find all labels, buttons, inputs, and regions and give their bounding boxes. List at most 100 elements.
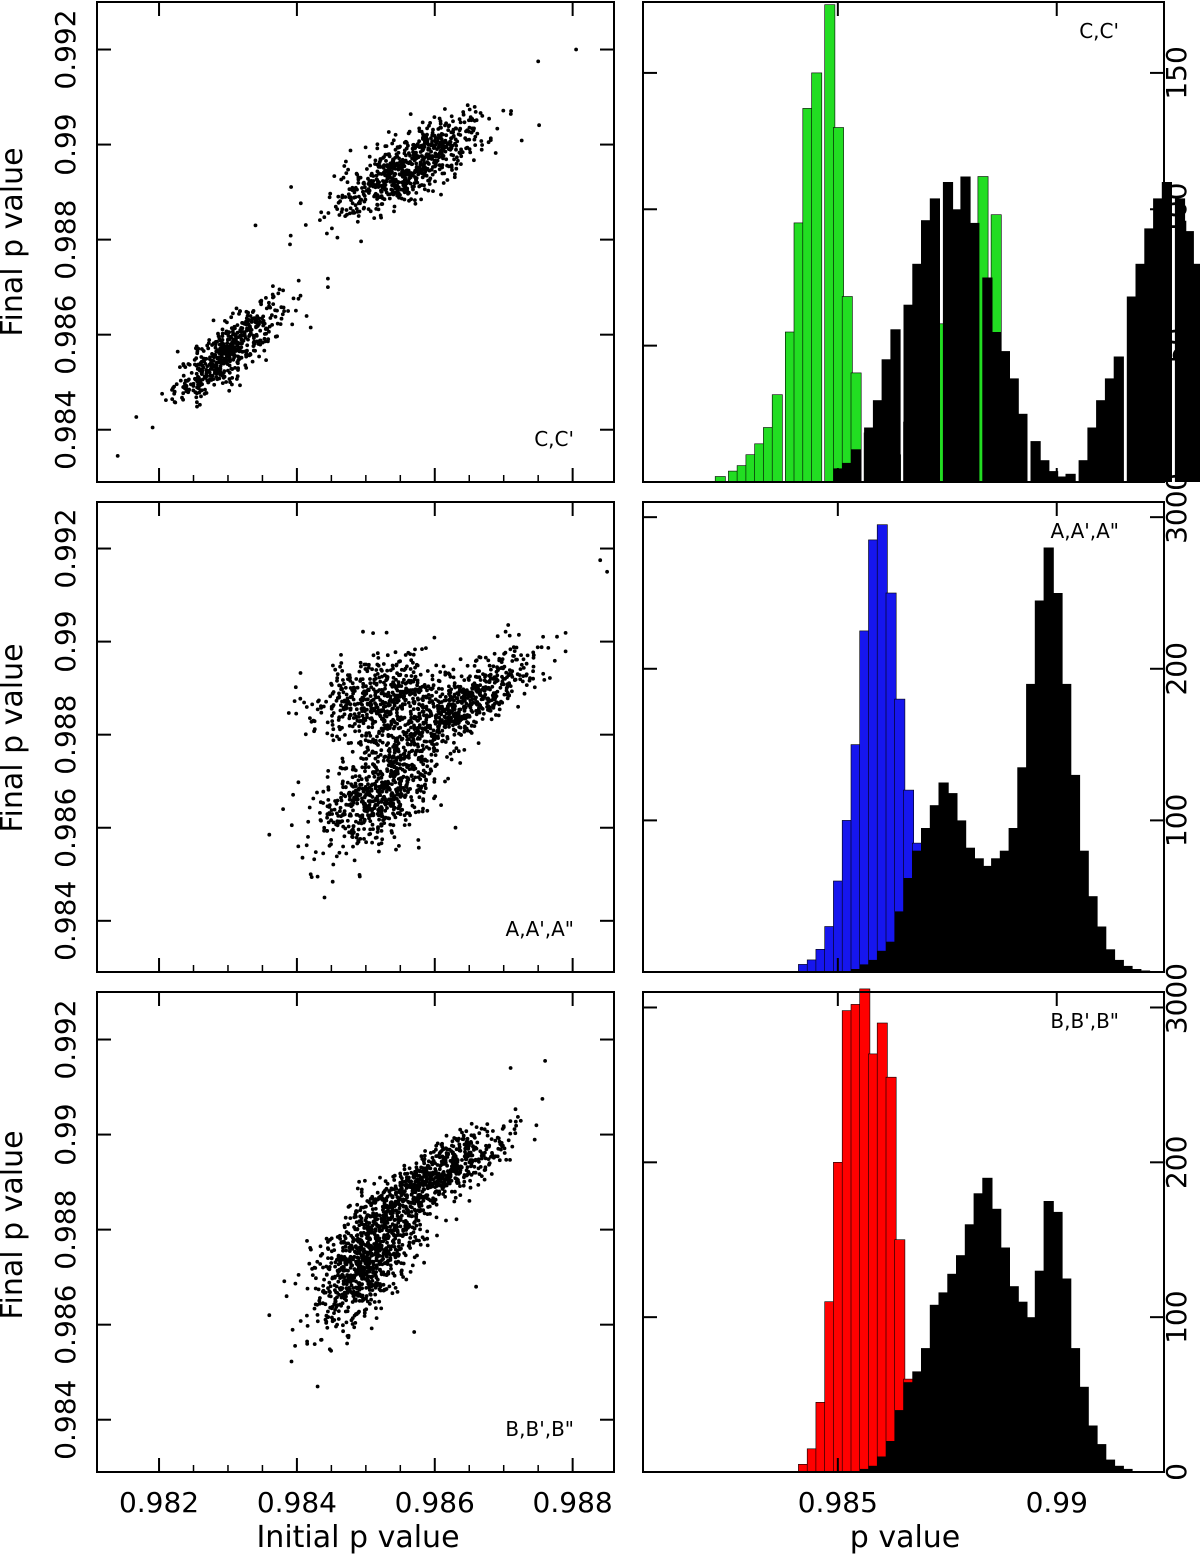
scatter-point	[289, 1359, 294, 1364]
scatter-point	[342, 809, 347, 814]
scatter-point	[427, 771, 432, 776]
scatter-point	[351, 844, 355, 849]
scatter-point	[462, 729, 467, 734]
scatter-point	[441, 1170, 446, 1174]
scatter-point	[353, 1321, 358, 1325]
scatter-point	[386, 1271, 390, 1276]
scatter-point	[508, 1131, 513, 1136]
scatter-point	[305, 1239, 309, 1243]
scatter-point	[366, 813, 370, 818]
scatter-point	[337, 1234, 342, 1239]
scatter-point	[374, 695, 378, 700]
scatter-point	[443, 672, 448, 677]
scatter-point	[227, 388, 232, 393]
scatter-point	[434, 1147, 438, 1152]
scatter-point	[501, 1124, 506, 1129]
scatter-point	[393, 1286, 398, 1290]
scatter-point	[363, 1178, 367, 1183]
scatter-point	[408, 704, 413, 709]
scatter-point	[375, 1277, 380, 1282]
scatter-point	[327, 1280, 332, 1285]
scatter-point	[337, 725, 342, 729]
scatter-point	[446, 147, 451, 152]
scatter-point	[419, 731, 424, 736]
scatter-point	[394, 847, 398, 852]
scatter-point	[458, 1184, 462, 1188]
scatter-point	[436, 1171, 441, 1176]
scatter-point	[337, 213, 342, 217]
scatter-point	[418, 1183, 423, 1187]
scatter-point	[417, 1192, 422, 1197]
scatter-point	[382, 719, 387, 724]
histogram-bar	[1034, 1270, 1045, 1472]
scatter-point	[362, 662, 367, 667]
scatter-point	[454, 1157, 459, 1161]
scatter-point	[439, 132, 444, 136]
scatter-point	[380, 733, 385, 737]
scatter-point	[394, 662, 399, 667]
scatter-point	[362, 827, 366, 831]
scatter-point	[394, 1233, 399, 1238]
scatter-point	[377, 1229, 382, 1233]
scatter-point	[438, 1150, 443, 1155]
scatter-point	[421, 164, 426, 169]
scatter-point	[345, 1334, 350, 1338]
scatter-point	[348, 211, 352, 216]
scatter-point	[429, 687, 434, 692]
scatter-point	[441, 181, 446, 185]
scatter-point	[393, 771, 398, 776]
scatter-point	[417, 1204, 422, 1209]
scatter-point	[325, 815, 329, 820]
scatter-point	[374, 1306, 378, 1311]
scatter-point	[451, 1168, 455, 1172]
scatter-point	[220, 334, 225, 338]
scatter-point	[414, 150, 418, 155]
scatter-point	[313, 850, 318, 854]
scatter-point	[356, 1270, 361, 1274]
scatter-point	[250, 310, 255, 314]
histogram-bar	[1144, 228, 1155, 482]
scatter-point	[235, 377, 239, 381]
scatter-point	[467, 125, 472, 130]
scatter-point	[456, 1180, 461, 1185]
scatter-point	[387, 1284, 392, 1289]
scatter-point	[434, 1171, 438, 1176]
scatter-point	[468, 1185, 473, 1190]
scatter-point	[429, 734, 434, 738]
scatter-point	[452, 749, 456, 754]
scatter-point	[407, 1166, 412, 1171]
scatter-point	[415, 1167, 419, 1172]
scatter-point	[461, 1183, 466, 1188]
scatter-point	[415, 680, 420, 685]
scatter-point	[336, 1279, 341, 1284]
scatter-point	[425, 141, 430, 146]
scatter-point	[332, 1318, 337, 1322]
scatter-point	[431, 746, 436, 751]
scatter-point	[343, 1215, 348, 1220]
scatter-point	[345, 1278, 350, 1283]
scatter-point	[374, 835, 379, 840]
histogram-bar	[982, 865, 993, 972]
scatter-point	[380, 1197, 385, 1202]
scatter-point	[408, 1182, 413, 1186]
scatter-point	[396, 726, 401, 731]
scatter-point	[432, 635, 437, 640]
scatter-point	[375, 146, 380, 151]
scatter-point	[432, 777, 437, 781]
scatter-point	[210, 373, 215, 378]
scatter-point	[454, 166, 459, 171]
scatter-point	[377, 731, 381, 735]
scatter-point	[500, 679, 505, 684]
scatter-point	[395, 1251, 400, 1256]
scatter-point	[365, 1257, 370, 1262]
scatter-point	[542, 678, 547, 682]
scatter-point	[395, 1230, 400, 1234]
scatter-point	[329, 1256, 334, 1261]
histogram-bar	[960, 176, 971, 482]
scatter-point	[195, 349, 200, 354]
histogram-bar	[929, 805, 940, 972]
scatter-point	[413, 647, 417, 652]
scatter-point	[395, 714, 400, 718]
scatter-point	[174, 382, 179, 387]
scatter-point	[375, 1190, 380, 1195]
